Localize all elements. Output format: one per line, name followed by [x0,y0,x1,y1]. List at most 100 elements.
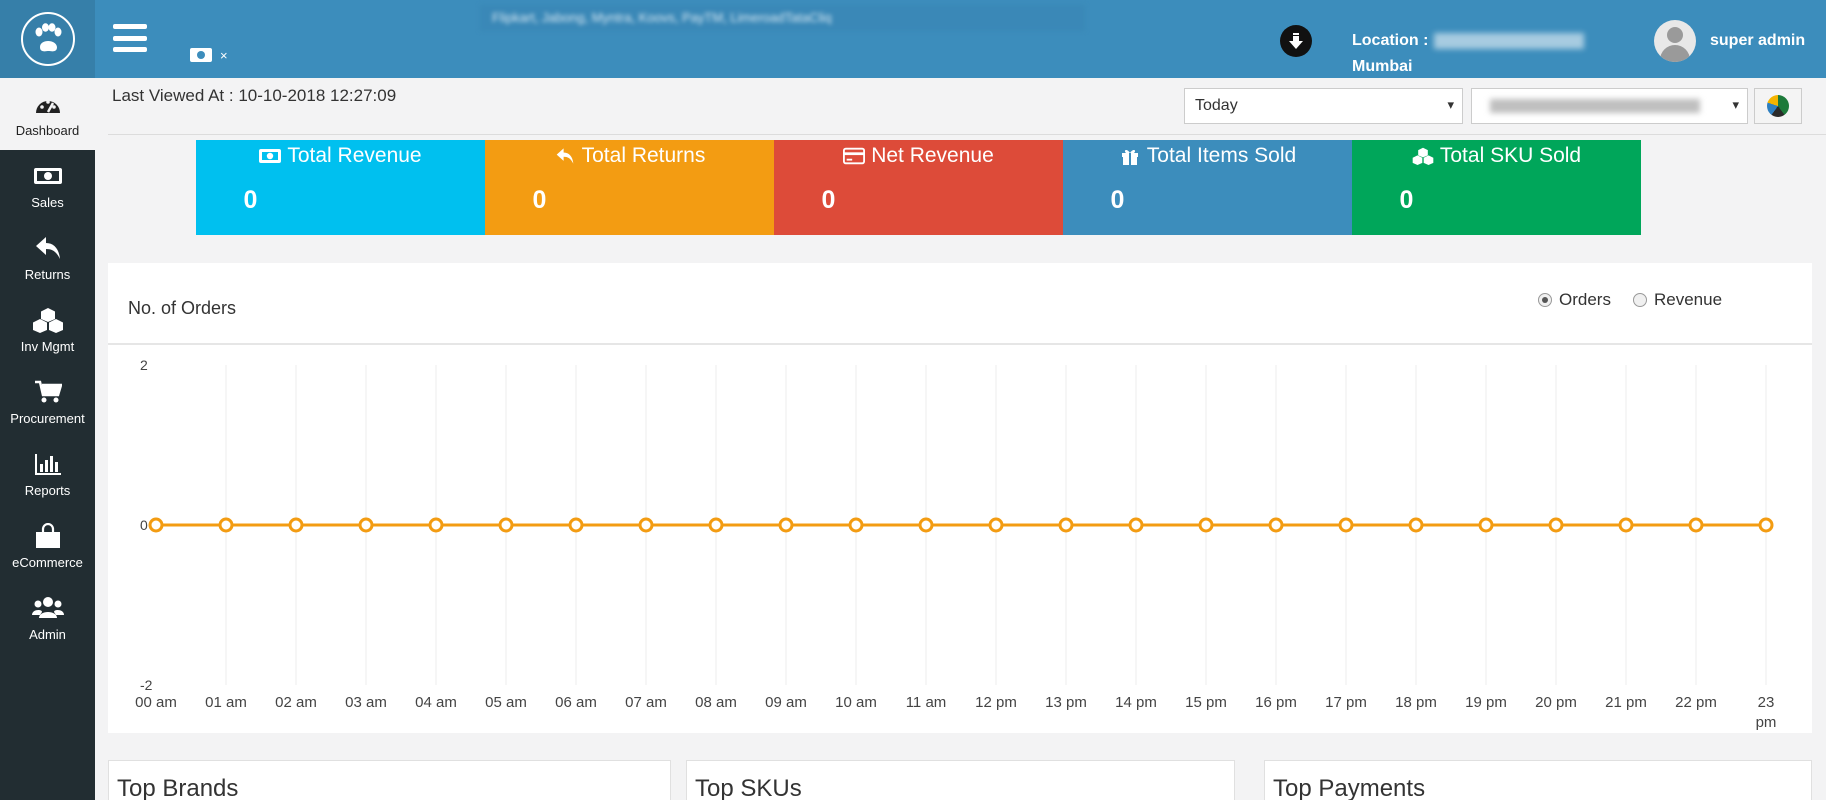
x-tick-label: 23 pm [1756,694,1777,731]
stat-tiles: Total Revenue 0 Total Returns 0 Net Reve… [196,140,1641,235]
sidebar-item-label: Returns [24,266,71,282]
location-warehouse-redacted [1434,32,1585,49]
last-viewed-timestamp: Last Viewed At : 10-10-2018 12:27:09 [112,86,397,105]
sidebar-item-label: eCommerce [12,554,83,570]
top-navbar: × Flipkart, Jabong, Myntra, Koovs, PayTM… [0,0,1826,78]
sidebar-item-admin[interactable]: Admin [0,582,95,654]
y-tick-label: 0 [140,517,148,533]
x-tick-label: 11 am [906,694,947,711]
radio-dot [1632,293,1647,307]
x-tick-label: 08 am [695,694,737,711]
data-point [988,517,1004,533]
x-tick-label: 14 pm [1115,694,1157,711]
tile-value: 0 [1110,186,1125,214]
top-payments-panel: Top Payments [1264,760,1812,800]
sidebar-item-inv-mgmt[interactable]: Inv Mgmt [0,294,95,366]
x-tick-label: 20 pm [1535,694,1577,711]
refresh-button[interactable] [1754,88,1802,124]
avatar [1654,20,1696,62]
x-tick-label: 04 am [415,694,457,711]
period-select[interactable]: Today ▾ [1184,88,1463,124]
tile-title: Net Revenue [871,144,994,167]
sidebar-item-procurement[interactable]: Procurement [0,366,95,438]
data-point [1198,517,1214,533]
chart-header: No. of Orders Orders Revenue [108,263,1812,345]
logo[interactable] [0,0,95,78]
x-tick-label: 15 pm [1185,694,1227,711]
cart-icon [32,379,64,405]
y-tick-label: -2 [140,677,153,693]
x-tick-label: 00 am [135,694,177,711]
data-point [1268,517,1284,533]
money-icon [32,163,64,189]
top-brands-panel: Top Brands [108,760,671,800]
tile-value: 0 [532,186,547,214]
globe-icon [1767,95,1789,117]
user-name: super admin [1710,32,1806,49]
data-point [1478,517,1494,533]
sidebar-item-label: Procurement [10,410,85,426]
data-point [1758,517,1774,533]
x-tick-label: 12 pm [975,694,1017,711]
tile-title: Total Returns [581,144,706,167]
tile-title: Total SKU Sold [1439,144,1582,167]
paw-logo-icon [20,12,75,66]
chart-metric-toggle: Orders Revenue [1538,290,1722,310]
sidebar-item-reports[interactable]: Reports [0,438,95,510]
tile-total-sku-sold[interactable]: Total SKU Sold 0 [1352,140,1641,235]
data-point [1548,517,1564,533]
sidebar: Dashboard Sales Returns Inv Mgmt Procure… [0,78,95,800]
radio-orders[interactable]: Orders [1538,290,1611,310]
radio-dot [1538,293,1552,307]
money-icon [259,147,282,165]
data-point [568,517,584,533]
chevron-down-icon: ▾ [1447,97,1454,112]
sidebar-item-dashboard[interactable]: Dashboard [0,78,95,150]
data-point [1338,517,1354,533]
data-point [148,517,164,533]
location-city: Mumbai [1352,58,1413,75]
y-tick-label: 2 [140,357,148,373]
panel-title: Top Brands [117,775,239,800]
x-tick-label: 03 am [345,694,387,711]
radio-revenue[interactable]: Revenue [1632,290,1723,310]
open-tab-sales[interactable]: × [190,44,228,66]
users-icon [31,595,64,621]
warehouse-select[interactable]: ▾ [1471,88,1748,124]
bar-chart-icon [32,451,64,477]
top-skus-panel: Top SKUs [686,760,1235,800]
x-tick-label: 22 pm [1675,694,1717,711]
data-point [1688,517,1704,533]
radio-label: Revenue [1653,290,1723,309]
sidebar-item-label: Reports [24,482,71,498]
x-tick-label: 01 am [205,694,247,711]
data-point [358,517,374,533]
sidebar-item-label: Admin [29,626,66,642]
sidebar-item-label: Sales [31,194,64,210]
sidebar-item-returns[interactable]: Returns [0,222,95,294]
reply-icon [554,147,576,165]
tile-total-revenue[interactable]: Total Revenue 0 [196,140,485,235]
panel-title: Top SKUs [695,775,802,800]
download-arrow-icon [1289,33,1303,49]
sidebar-item-ecommerce[interactable]: eCommerce [0,510,95,582]
x-tick-label: 13 pm [1045,694,1087,711]
divider [108,134,1826,135]
data-point [918,517,934,533]
tile-total-returns[interactable]: Total Returns 0 [485,140,774,235]
tile-value: 0 [243,186,258,214]
x-tick-label: 10 am [835,694,877,711]
x-tick-label: 05 am [485,694,527,711]
close-tab-icon[interactable]: × [220,47,228,63]
period-selected-value: Today [1195,97,1238,114]
menu-toggle-button[interactable] [113,24,147,52]
x-tick-label: 21 pm [1605,694,1647,711]
data-point [1618,517,1634,533]
data-point [638,517,654,533]
data-point [428,517,444,533]
tile-total-items-sold[interactable]: Total Items Sold 0 [1063,140,1352,235]
tile-net-revenue[interactable]: Net Revenue 0 [774,140,1063,235]
user-menu[interactable]: super admin [1654,20,1805,62]
sidebar-item-sales[interactable]: Sales [0,150,95,222]
download-button[interactable] [1280,25,1312,57]
